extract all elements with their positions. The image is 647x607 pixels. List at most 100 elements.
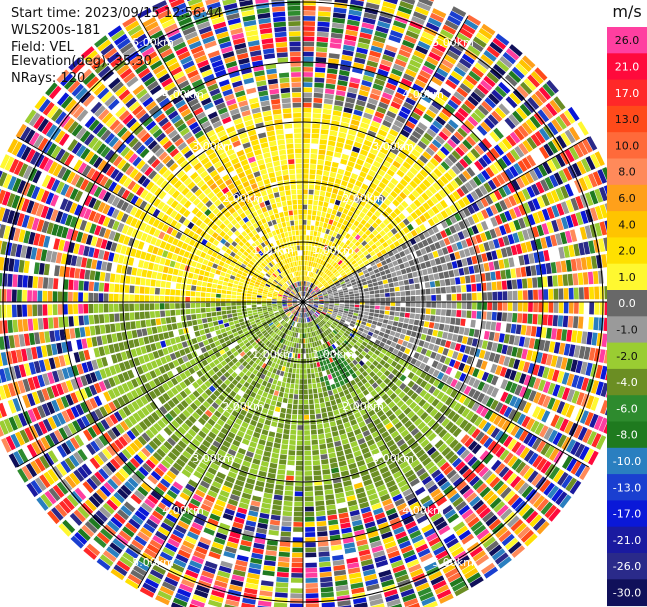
range-gate [388, 282, 394, 288]
range-gate [520, 174, 530, 186]
range-gate [391, 68, 403, 77]
range-gate [546, 79, 559, 94]
range-gate [553, 450, 564, 464]
range-gate [361, 240, 368, 247]
range-gate [431, 302, 436, 308]
range-gate [278, 464, 286, 470]
range-gate [344, 278, 350, 283]
range-gate [355, 52, 367, 60]
range-gate [308, 184, 315, 190]
range-gate [319, 298, 324, 301]
range-gate [332, 321, 338, 326]
range-gate [317, 531, 328, 537]
range-gate [418, 340, 425, 347]
range-gate [489, 67, 503, 80]
range-gate [278, 556, 290, 563]
range-gate [319, 144, 327, 150]
range-gate [317, 366, 322, 373]
range-gate [392, 199, 400, 207]
range-gate [415, 386, 423, 395]
range-gate [325, 432, 332, 439]
range-gate [342, 325, 348, 330]
range-gate [335, 445, 343, 452]
range-gate [492, 302, 498, 311]
range-gate [414, 6, 429, 16]
range-gate [304, 460, 312, 466]
range-gate [520, 325, 527, 336]
range-gate [305, 547, 317, 553]
range-gate [447, 75, 460, 86]
range-gate [354, 241, 361, 247]
range-gate [322, 474, 331, 480]
range-gate [321, 227, 327, 233]
range-gate [322, 175, 329, 182]
range-gate [309, 399, 314, 405]
range-gate [411, 130, 422, 140]
range-gate [450, 179, 459, 190]
range-gate [359, 211, 366, 219]
range-gate [417, 354, 425, 362]
range-gate [403, 261, 410, 268]
range-gate [260, 507, 271, 514]
range-gate [420, 380, 428, 388]
range-gate [570, 441, 581, 456]
range-gate [360, 149, 369, 157]
range-gate [629, 284, 635, 299]
range-gate [462, 78, 475, 90]
range-gate [338, 228, 344, 235]
range-gate [359, 253, 365, 259]
range-gate [352, 254, 359, 260]
range-gate [471, 401, 480, 412]
range-gate [343, 310, 349, 314]
range-gate [324, 256, 329, 262]
range-gate [386, 133, 396, 142]
range-gate [338, 309, 344, 313]
range-gate [285, 382, 291, 388]
range-gate [308, 298, 314, 301]
range-gate [355, 276, 361, 282]
range-gate [398, 221, 406, 229]
range-gate [305, 588, 319, 594]
range-gate [623, 267, 630, 283]
range-gate [353, 109, 363, 117]
range-gate [418, 205, 427, 214]
range-gate [478, 141, 489, 153]
range-gate [468, 265, 475, 274]
range-gate [588, 347, 596, 361]
range-gate [333, 152, 342, 158]
range-gate [365, 302, 370, 305]
range-gate [295, 476, 303, 481]
range-gate [319, 139, 328, 145]
range-gate [467, 366, 475, 376]
range-gate [447, 332, 453, 341]
range-gate [499, 56, 513, 69]
range-gate [585, 156, 596, 171]
range-gate [307, 379, 312, 384]
range-gate [356, 319, 362, 324]
range-gate [352, 271, 358, 276]
range-gate [494, 430, 505, 442]
range-gate [475, 404, 485, 415]
range-gate [453, 269, 460, 277]
range-gate [324, 396, 330, 402]
range-gate [305, 532, 316, 537]
range-gate [358, 37, 371, 45]
range-gate [471, 213, 480, 224]
range-gate [295, 379, 299, 384]
range-gate [331, 22, 345, 29]
range-gate [604, 286, 610, 300]
range-gate [455, 161, 465, 172]
range-gate [341, 196, 348, 203]
range-gate [365, 174, 374, 182]
range-gate [396, 182, 405, 191]
range-gate [543, 427, 554, 441]
range-gate [566, 389, 575, 402]
range-gate [508, 357, 516, 368]
range-gate [323, 307, 328, 310]
range-gate [439, 279, 446, 287]
range-gate [514, 371, 522, 383]
range-gate [304, 404, 309, 410]
range-gate [526, 154, 537, 167]
range-gate [303, 204, 308, 210]
range-gate [429, 124, 440, 134]
